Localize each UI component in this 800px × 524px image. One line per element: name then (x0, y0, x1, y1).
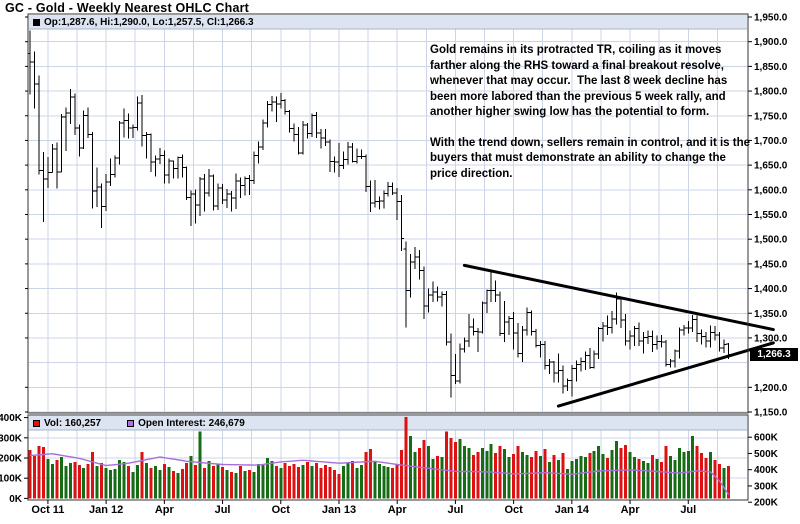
open-interest-line (29, 453, 730, 495)
svg-text:1,800.0: 1,800.0 (754, 87, 788, 98)
svg-text:1,200.0: 1,200.0 (754, 383, 788, 394)
svg-text:Oct: Oct (272, 504, 291, 516)
svg-text:200K: 200K (0, 454, 23, 465)
svg-text:1,750.0: 1,750.0 (754, 111, 788, 122)
svg-text:1,300.0: 1,300.0 (754, 333, 788, 344)
svg-text:1,850.0: 1,850.0 (754, 62, 788, 73)
svg-text:1,700.0: 1,700.0 (754, 136, 788, 147)
svg-text:Jul: Jul (215, 504, 231, 516)
svg-text:400K: 400K (754, 465, 779, 476)
svg-text:1,350.0: 1,350.0 (754, 309, 788, 320)
svg-text:1,400.0: 1,400.0 (754, 284, 788, 295)
annotation-paragraph-2: With the trend down, sellers remain in c… (430, 136, 751, 180)
svg-text:600K: 600K (754, 433, 779, 444)
chart-title: GC - Gold - Weekly Nearest OHLC Chart (5, 1, 250, 15)
axis-labels: 1,950.0 1,900.0 1,850.0 1,800.0 1,750.0 1,700… (0, 13, 788, 517)
svg-text:1,150.0: 1,150.0 (754, 408, 788, 419)
last-price-tag: 1,266.3 (750, 348, 798, 362)
svg-text:0K: 0K (9, 494, 23, 505)
ohlc-bars (27, 30, 732, 398)
svg-text:400K: 400K (0, 413, 23, 424)
svg-text:1,650.0: 1,650.0 (754, 161, 788, 172)
svg-text:Jan 14: Jan 14 (555, 504, 590, 516)
svg-text:1,500.0: 1,500.0 (754, 235, 788, 246)
svg-text:1,450.0: 1,450.0 (754, 259, 788, 270)
svg-text:Jan 13: Jan 13 (322, 504, 356, 516)
svg-text:Jan 12: Jan 12 (89, 504, 123, 516)
svg-text:Apr: Apr (155, 504, 175, 516)
svg-text:1,950.0: 1,950.0 (754, 13, 788, 24)
svg-text:200K: 200K (754, 498, 779, 509)
svg-text:500K: 500K (754, 449, 779, 460)
svg-text:300K: 300K (754, 481, 779, 492)
svg-text:1,600.0: 1,600.0 (754, 185, 788, 196)
svg-text:100K: 100K (0, 474, 23, 485)
annotation-paragraph-1: Gold remains in its protracted TR, coili… (430, 44, 728, 118)
svg-text:Jul: Jul (447, 504, 463, 516)
svg-text:Apr: Apr (621, 504, 641, 516)
svg-text:Jul: Jul (680, 504, 696, 516)
trendlines (462, 263, 775, 408)
svg-text:Oct 11: Oct 11 (31, 504, 64, 516)
legend-strip-backgrounds (29, 15, 747, 431)
svg-text:Apr: Apr (388, 504, 408, 516)
svg-text:1,550.0: 1,550.0 (754, 210, 788, 221)
svg-text:1,900.0: 1,900.0 (754, 37, 788, 48)
svg-text:Oct: Oct (504, 504, 523, 516)
analyst-annotation: Gold remains in its protracted TR, coili… (430, 43, 752, 197)
svg-text:300K: 300K (0, 433, 23, 444)
